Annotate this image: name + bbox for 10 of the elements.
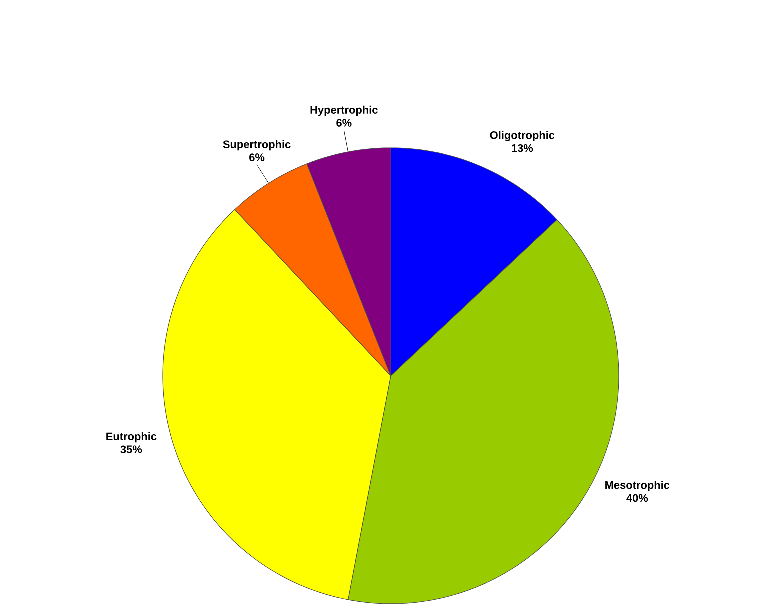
slice-label: Supertrophic xyxy=(223,140,291,151)
data-label: 35% xyxy=(120,446,142,454)
slice-label: Hypertrophic xyxy=(310,106,378,116)
slice-label: Eutrophic xyxy=(106,432,157,443)
slice-label: Mesotrophic xyxy=(606,481,670,492)
data-label: 13% xyxy=(512,144,534,152)
data-label: 6% xyxy=(336,119,352,127)
data-label: 6% xyxy=(250,154,265,162)
data-label: 40% xyxy=(626,494,648,502)
slice-label: Oligotrophic xyxy=(490,131,555,142)
